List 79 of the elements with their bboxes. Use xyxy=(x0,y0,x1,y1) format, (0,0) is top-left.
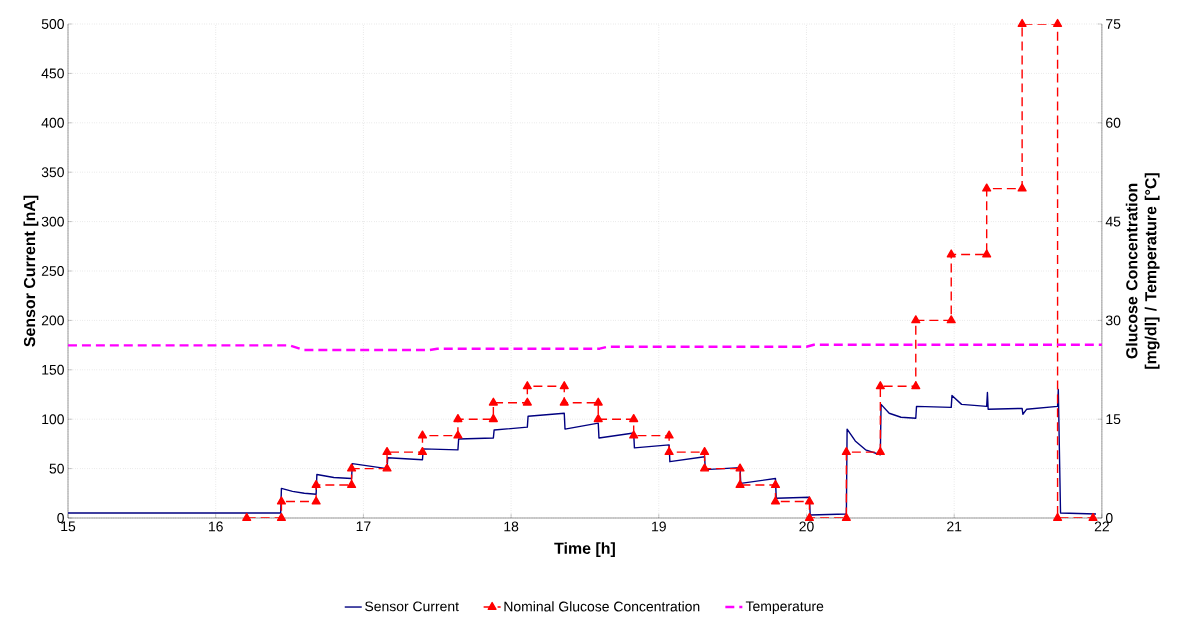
y-tick-label: 400 xyxy=(41,117,64,128)
point xyxy=(1017,18,1027,27)
y-tick-label: 350 xyxy=(41,167,64,178)
point xyxy=(841,512,851,521)
point xyxy=(1053,18,1063,27)
point xyxy=(982,183,992,192)
y2-tick-label: 60 xyxy=(1106,117,1121,128)
point xyxy=(700,446,710,456)
x-tick-label: 16 xyxy=(209,521,223,532)
x-tick-label: 22 xyxy=(1094,521,1109,532)
x-axis-title: Time [h] xyxy=(554,542,615,558)
point xyxy=(982,249,992,258)
y-tick-label: 200 xyxy=(41,315,64,326)
point xyxy=(1088,512,1098,521)
legend-label: Temperature xyxy=(745,601,824,614)
y2-tick-label: 30 xyxy=(1105,315,1121,326)
point xyxy=(347,479,357,489)
point xyxy=(770,479,781,489)
point xyxy=(559,381,569,390)
point xyxy=(770,496,781,505)
point xyxy=(559,397,569,406)
y-axis-title: Sensor Current [nA] xyxy=(23,195,39,347)
y-tick-label: 0 xyxy=(57,513,64,523)
point xyxy=(382,463,392,472)
y-tick-label: 50 xyxy=(49,463,64,474)
y-tick-label: 500 xyxy=(41,19,64,29)
legend-label: Sensor Current xyxy=(365,601,459,612)
point xyxy=(488,414,498,423)
point xyxy=(946,249,956,258)
point xyxy=(875,381,885,390)
x-tick-label: 20 xyxy=(799,521,814,532)
y2-tick-label: 75 xyxy=(1106,19,1121,29)
x-tick-label: 21 xyxy=(947,521,962,532)
y2-tick-label: 15 xyxy=(1106,414,1121,425)
point xyxy=(664,446,674,456)
point xyxy=(311,479,321,489)
point xyxy=(946,315,956,324)
point xyxy=(593,414,603,423)
y2-tick-label: 0 xyxy=(1105,513,1113,523)
point xyxy=(488,397,498,406)
point xyxy=(911,381,921,390)
point xyxy=(311,496,321,505)
x-tick-label: 15 xyxy=(61,521,76,532)
point xyxy=(875,446,885,456)
point xyxy=(276,496,287,505)
legend-label: Nominal Glucose Concentration xyxy=(504,601,700,612)
point xyxy=(804,512,815,521)
point xyxy=(276,512,287,521)
point xyxy=(700,463,710,472)
point xyxy=(242,512,252,521)
y-tick-label: 450 xyxy=(41,68,64,79)
point xyxy=(841,446,851,456)
y-tick-label: 150 xyxy=(42,364,64,375)
point xyxy=(593,397,603,406)
y-tick-label: 250 xyxy=(41,266,64,276)
point xyxy=(522,381,532,390)
point xyxy=(911,315,921,324)
point xyxy=(522,397,532,406)
point xyxy=(629,430,639,439)
point xyxy=(417,430,428,439)
point xyxy=(735,479,745,489)
point xyxy=(1017,183,1027,192)
y2-tick-label: 45 xyxy=(1105,216,1121,227)
point xyxy=(1053,512,1063,521)
x-tick-label: 17 xyxy=(356,521,371,532)
point xyxy=(735,463,745,472)
point xyxy=(382,446,392,456)
point xyxy=(664,430,674,439)
point xyxy=(347,463,357,472)
point xyxy=(453,414,463,423)
x-tick-label: 18 xyxy=(504,521,519,532)
y-tick-label: 100 xyxy=(42,414,64,425)
y2-axis-title: Glucose Concentration [mg/dl] / Temperature [°C] xyxy=(1125,173,1160,369)
point xyxy=(417,446,428,456)
point xyxy=(629,414,639,423)
point xyxy=(804,496,815,505)
y-tick-label: 300 xyxy=(41,216,64,227)
point xyxy=(453,430,463,439)
x-tick-label: 19 xyxy=(652,521,666,532)
